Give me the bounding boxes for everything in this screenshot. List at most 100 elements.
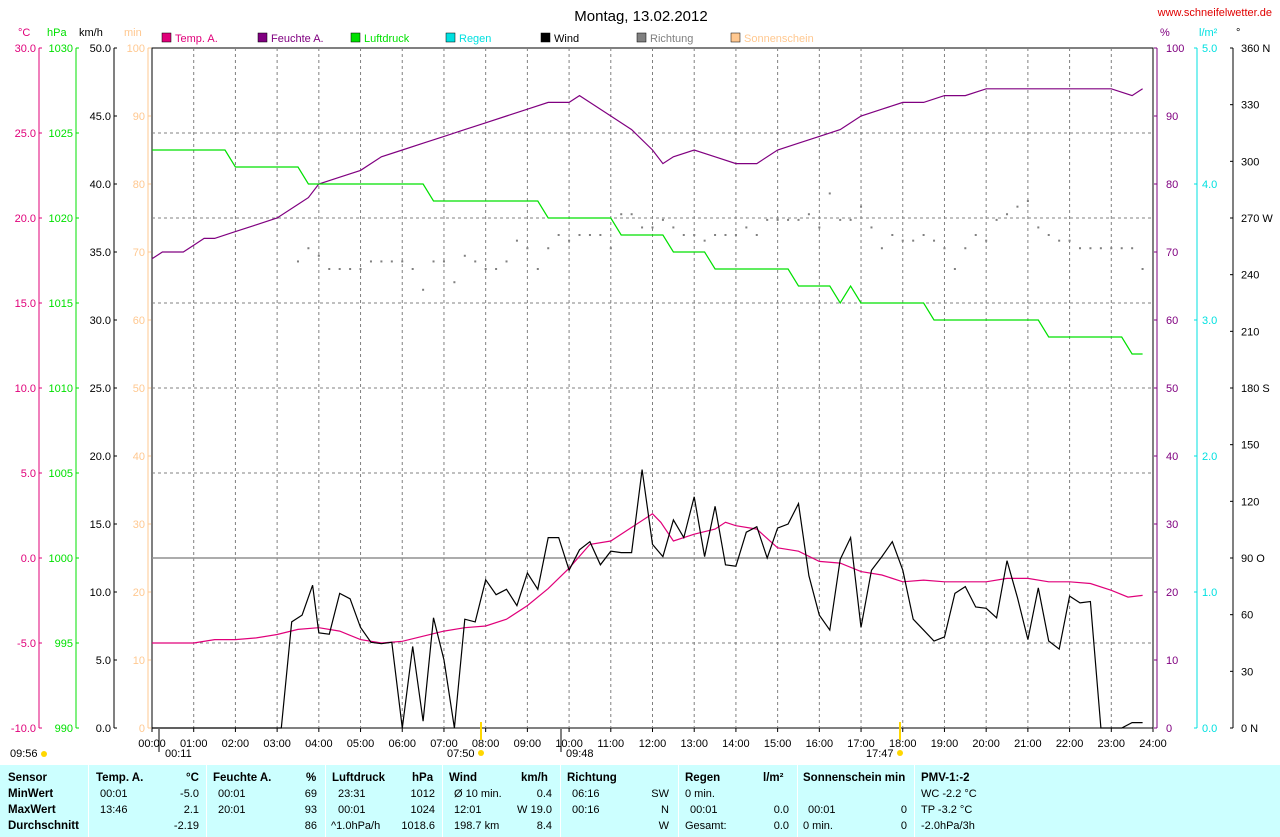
time-tick-label: 18:00	[889, 738, 917, 750]
wind-tick-label: 30.0	[90, 315, 111, 327]
sun-tick-label: 50	[133, 383, 145, 395]
direction-point	[985, 239, 988, 242]
time-tick-label: 23:00	[1098, 738, 1126, 750]
max-rain-value: 0.0	[773, 804, 789, 816]
legend-swatch	[445, 32, 456, 43]
time-tick-label: 06:00	[388, 738, 416, 750]
pressure-tick-label: 1010	[49, 383, 73, 395]
direction-point	[432, 260, 435, 263]
direction-point	[797, 218, 800, 221]
wind-tick-label: 35.0	[90, 247, 111, 259]
direction-point	[369, 260, 372, 263]
max-rain-time: 00:01	[690, 804, 718, 816]
direction-point	[630, 213, 633, 216]
direction-point	[547, 247, 550, 250]
time-tick-label: 02:00	[222, 738, 250, 750]
direction-point	[411, 268, 414, 270]
humidity-tick-label: 0	[1166, 723, 1172, 735]
direction-point	[755, 234, 758, 236]
rain-tick-label: 2.0	[1202, 451, 1217, 463]
chart-title: Montag, 13.02.2012	[574, 8, 707, 25]
humidity-tick-label: 30	[1166, 519, 1178, 531]
rain-tick-label: 4.0	[1202, 179, 1217, 191]
wind-tick-label: 25.0	[90, 383, 111, 395]
humidity-tick-label: 90	[1166, 111, 1178, 123]
humidity-unit: %	[1160, 27, 1170, 39]
direction-tick-label: 90 O	[1241, 553, 1265, 565]
direction-point	[964, 247, 967, 250]
avg-pressure-value: 1018.6	[401, 820, 435, 832]
direction-tick-label: 120	[1241, 496, 1259, 508]
temp-tick-label: 30.0	[15, 43, 36, 55]
direction-point	[745, 226, 748, 229]
direction-point	[1089, 247, 1092, 250]
time-tick-label: 16:00	[806, 738, 834, 750]
legend-label: Wind	[554, 33, 579, 45]
header-humidity-unit: %	[306, 772, 317, 784]
header-sunshine: Sonnenschein min	[803, 772, 906, 784]
legend-label: Feuchte A.	[271, 33, 324, 45]
sunrise-icon	[478, 750, 484, 756]
min-temp-time: 00:01	[100, 788, 128, 800]
direction-point	[620, 213, 623, 216]
direction-point	[526, 247, 529, 250]
direction-point	[484, 268, 487, 270]
direction-point	[1131, 247, 1134, 250]
wind-tick-label: 5.0	[96, 655, 111, 667]
direction-point	[474, 260, 477, 263]
direction-tick-label: 30	[1241, 666, 1253, 678]
time-tick-label: 08:00	[472, 738, 500, 750]
wind-tick-label: 45.0	[90, 111, 111, 123]
time-tick-label: 17:00	[847, 738, 875, 750]
header-pressure-unit: hPa	[412, 772, 434, 784]
legend-label: Regen	[459, 33, 491, 45]
site-url: www.schneifelwetter.de	[1157, 7, 1272, 19]
sun-unit: min	[124, 27, 142, 39]
min-wind-label: Ø 10 min.	[454, 788, 502, 800]
wind-tick-label: 0.0	[96, 723, 111, 735]
temp-tick-label: 15.0	[15, 298, 36, 310]
direction-point	[922, 234, 925, 236]
direction-point	[328, 268, 331, 270]
rain-unit: l/m²	[1199, 27, 1218, 39]
summary-table	[0, 765, 1280, 837]
direction-point	[860, 205, 863, 208]
direction-point	[317, 254, 320, 257]
time-tick-label: 05:00	[347, 738, 375, 750]
humidity-tick-label: 60	[1166, 315, 1178, 327]
pressure-tick-label: 1005	[49, 468, 73, 480]
direction-point	[953, 268, 956, 270]
pressure-tick-label: 1030	[49, 43, 73, 55]
avg-humidity-value: 86	[304, 820, 317, 832]
temp-tick-label: 5.0	[21, 468, 36, 480]
pressure-tick-label: 1000	[49, 553, 73, 565]
direction-point	[901, 239, 904, 242]
direction-point	[807, 213, 810, 216]
max-direction-time: 00:16	[572, 804, 600, 816]
min-direction-time: 06:16	[572, 788, 600, 800]
time-tick-label: 04:00	[305, 738, 333, 750]
time-tick-label: 15:00	[764, 738, 792, 750]
direction-tick-label: 210	[1241, 326, 1259, 338]
direction-point	[1026, 200, 1029, 202]
min-temp-marker-label: 00:11	[165, 748, 192, 760]
direction-point	[839, 218, 842, 221]
header-pressure: Luftdruck	[332, 772, 386, 784]
sunrise-label: 07:50	[447, 748, 475, 760]
direction-point	[1047, 234, 1050, 236]
direction-point	[359, 268, 362, 270]
legend-swatch	[540, 32, 551, 43]
min-rain-label: 0 min.	[685, 788, 715, 800]
direction-point	[1006, 213, 1009, 216]
direction-point	[880, 247, 883, 250]
avg-direction-value: W	[658, 820, 669, 832]
direction-point	[390, 260, 393, 263]
sunset-icon	[897, 750, 903, 756]
direction-point	[714, 234, 717, 236]
direction-point	[349, 268, 352, 270]
direction-point	[1120, 247, 1123, 250]
time-tick-label: 01:00	[180, 738, 208, 750]
total-sun-label: 0 min.	[803, 820, 833, 832]
direction-tick-label: 180 S	[1241, 383, 1270, 395]
